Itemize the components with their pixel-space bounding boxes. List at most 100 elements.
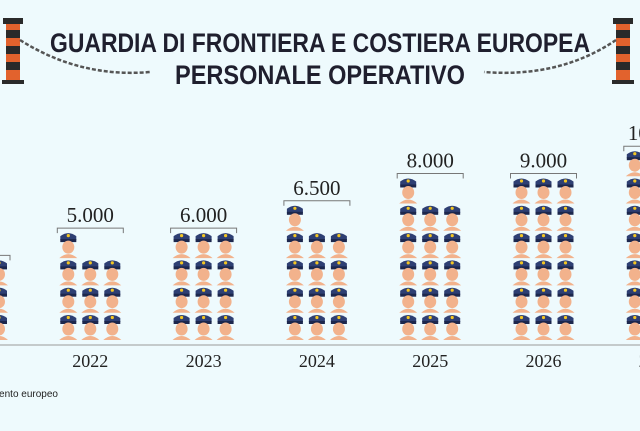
badge [428, 206, 432, 210]
shoulders [285, 308, 304, 313]
figure-icon [0, 287, 8, 313]
figure-icon [556, 233, 575, 259]
figure-icon [625, 287, 640, 313]
face [424, 213, 437, 227]
face [424, 240, 437, 254]
figure-icon [59, 287, 78, 313]
shoulders [59, 281, 78, 286]
badge [66, 315, 70, 320]
shoulders [534, 226, 553, 231]
badge [450, 315, 454, 320]
badge [293, 234, 297, 238]
figure-icon [59, 260, 78, 286]
face [288, 295, 301, 309]
face [84, 267, 97, 281]
bracket [283, 200, 351, 206]
shoulders [0, 281, 8, 286]
figure-icon [443, 233, 462, 259]
figure-icon [512, 178, 531, 204]
shoulders [625, 254, 640, 259]
x-tick-label: 2023 [186, 351, 222, 371]
figure-icon [194, 233, 213, 259]
shoulders [329, 336, 348, 340]
bracket [510, 173, 577, 179]
face [0, 295, 5, 309]
face [219, 240, 232, 254]
shoulders [512, 281, 531, 286]
figure-icon [421, 287, 440, 313]
badge [337, 315, 341, 320]
shoulders [534, 254, 553, 259]
figure-icon [172, 315, 191, 340]
shoulders [194, 308, 213, 313]
figure-icon [194, 287, 213, 313]
face [62, 295, 75, 309]
figure-icon [421, 205, 440, 231]
shoulders [59, 308, 78, 313]
value-label: 5.000 [67, 203, 114, 227]
face [175, 240, 188, 254]
badge [88, 288, 92, 292]
badge [180, 261, 184, 265]
shoulders [329, 281, 348, 286]
x-tick-label: 2024 [299, 351, 335, 371]
badge [88, 261, 92, 265]
figure-icon [534, 287, 553, 313]
badge [224, 261, 228, 265]
badge [519, 288, 524, 292]
figure-icon [421, 260, 440, 286]
figure-icon [421, 233, 440, 259]
figure-icon [534, 315, 553, 340]
badge [633, 315, 637, 320]
badge [563, 179, 568, 183]
face [288, 322, 301, 336]
face [515, 186, 528, 199]
face [559, 186, 572, 199]
figure-icon [534, 260, 553, 286]
figure-icon [556, 260, 575, 286]
face [628, 295, 640, 309]
cap-band [0, 266, 7, 270]
face [628, 267, 640, 281]
badge [428, 234, 432, 238]
figure-icon [534, 205, 553, 231]
shoulders [59, 336, 78, 340]
figure-icon [534, 233, 553, 259]
badge [180, 288, 184, 292]
badge [450, 261, 454, 265]
badge [180, 315, 184, 320]
cap-band [0, 293, 7, 297]
figure-icon [556, 315, 575, 340]
badge [337, 261, 341, 265]
badge [293, 206, 297, 210]
figure-icon [81, 287, 100, 313]
face [628, 186, 640, 199]
badge [180, 234, 184, 238]
face [537, 213, 550, 227]
x-tick-label: 2026 [526, 351, 562, 371]
shoulders [443, 226, 462, 231]
badge [202, 261, 206, 265]
figure-icon [307, 260, 326, 286]
face [332, 322, 345, 336]
shoulders [81, 281, 100, 286]
badge [428, 288, 432, 292]
badge [519, 234, 524, 238]
shoulders [625, 226, 640, 231]
right-post [483, 18, 634, 84]
shoulders [172, 308, 191, 313]
badge [633, 179, 637, 183]
cap [0, 287, 7, 295]
face [106, 267, 119, 281]
figure-icon [399, 287, 418, 313]
face [0, 322, 5, 336]
figure-icon [172, 233, 191, 259]
badge [563, 315, 568, 320]
face [537, 322, 550, 336]
face [197, 322, 210, 336]
face [559, 267, 572, 281]
left-post [2, 18, 151, 84]
badge [541, 234, 546, 238]
face [332, 295, 345, 309]
shoulders [556, 254, 575, 259]
